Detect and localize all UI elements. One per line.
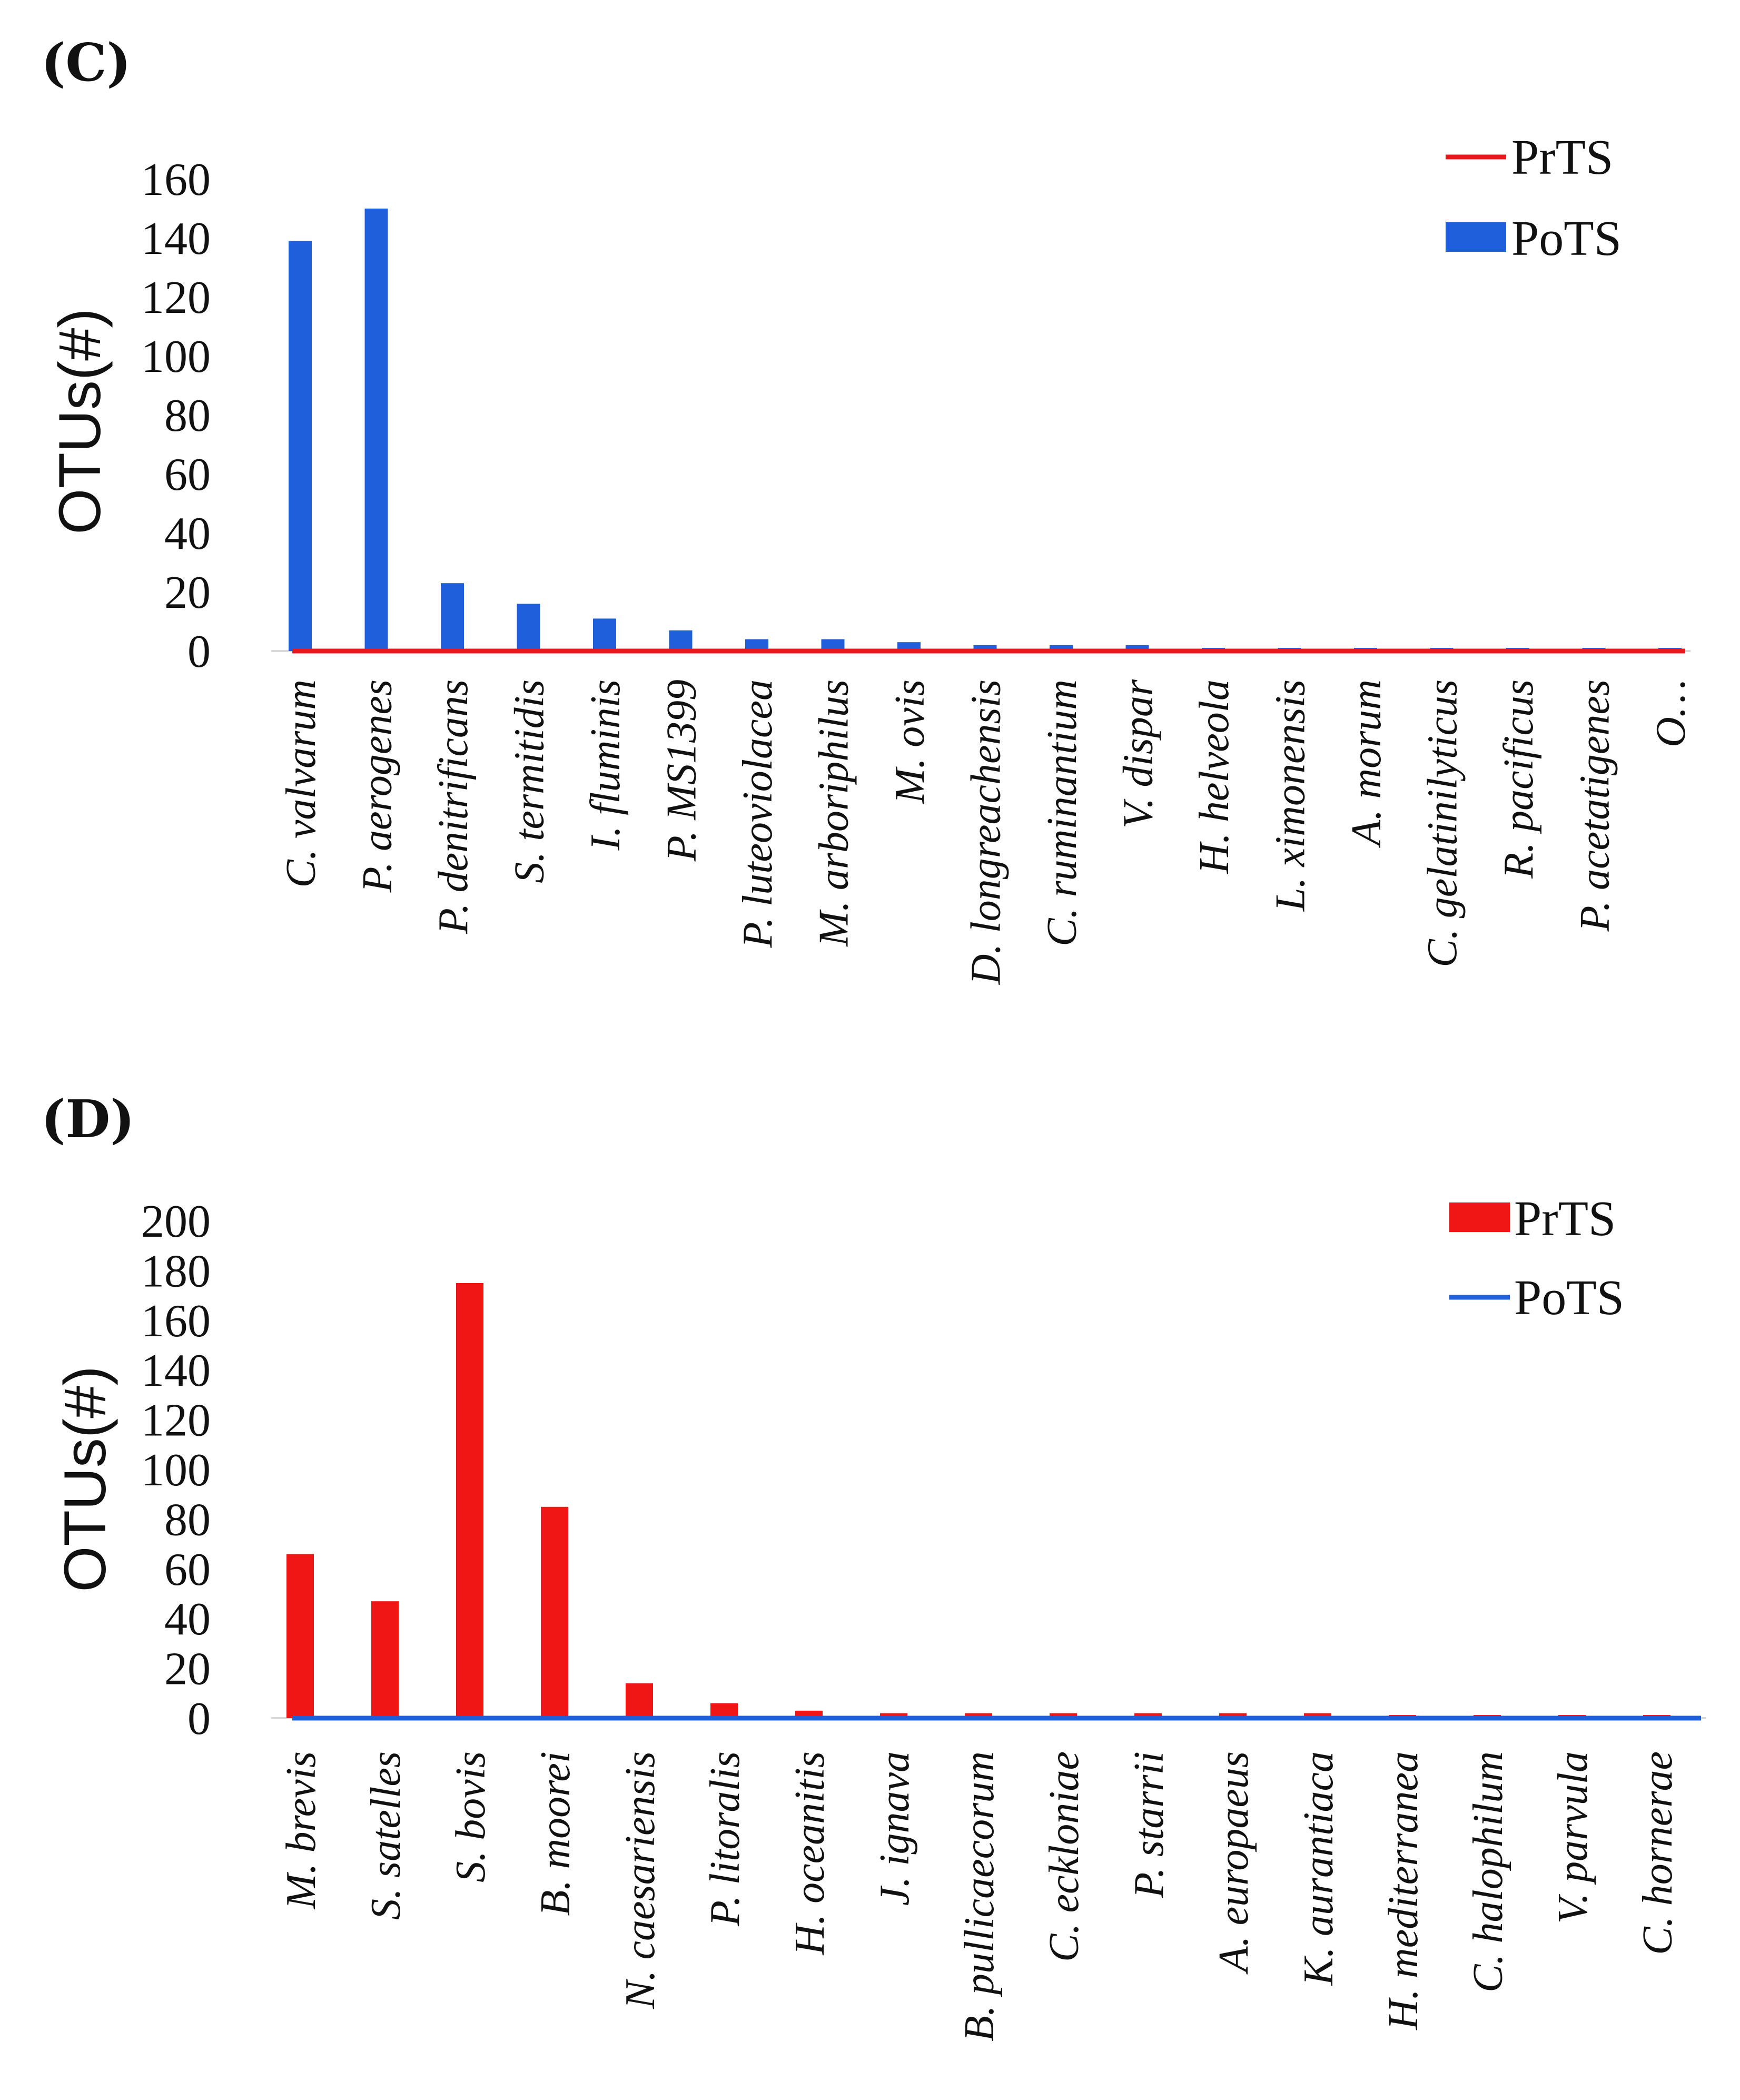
chart-0-category-label: S. termitidis xyxy=(507,679,553,883)
chart-1-bar-prts xyxy=(286,1554,314,1718)
chart-0-bar-pots xyxy=(1050,645,1073,651)
chart-0-category-label: M. arboriphilus xyxy=(811,679,857,947)
chart-0-ylabel: OTUs(#) xyxy=(47,308,113,534)
chart-1-bar-prts xyxy=(965,1713,992,1718)
chart-1-category-label: C. hornerae xyxy=(1635,1751,1681,1955)
chart-1-category-label: K. aurantiaca xyxy=(1296,1751,1342,1986)
chart-0-category-label: A. morum xyxy=(1343,679,1390,849)
chart-1-category-label: C. eckloniae xyxy=(1041,1751,1087,1962)
chart-1-category-label: N. caesariensis xyxy=(617,1751,664,2009)
chart-1-bar-prts xyxy=(626,1683,653,1718)
chart-1-bar-prts xyxy=(710,1703,738,1718)
chart-0-category-label: P. aerogenes xyxy=(354,679,401,893)
chart-0-category-label: C. valvarum xyxy=(278,679,324,888)
chart-1-bar-prts xyxy=(371,1601,399,1718)
chart-0-category-label: P. acetatigenes xyxy=(1572,679,1618,932)
chart-1-ytick-label: 0 xyxy=(187,1693,211,1744)
chart-0-category-label: D. longreachensis xyxy=(963,679,1010,985)
chart-0-ytick-label: 0 xyxy=(187,626,211,677)
chart-1-legend-label-prts: PrTS xyxy=(1514,1191,1616,1246)
chart-0-ytick-label: 160 xyxy=(141,154,211,205)
chart-1-legend-label-pots: PoTS xyxy=(1514,1270,1624,1325)
chart-0-bar-pots xyxy=(441,583,464,651)
chart-1-ytick-label: 180 xyxy=(141,1246,211,1297)
chart-0-ytick-label: 80 xyxy=(164,390,211,441)
chart-1-category-label: A. europaeus xyxy=(1211,1751,1257,1975)
chart-1-ytick-label: 40 xyxy=(164,1594,211,1645)
chart-1-category-label: S. satelles xyxy=(363,1751,409,1920)
chart-0-category-label: M. ovis xyxy=(887,679,933,804)
chart-1-bar-prts xyxy=(1134,1713,1162,1718)
chart-0-legend-swatch-pots xyxy=(1446,222,1506,252)
chart-0-category-label: C. ruminantium xyxy=(1039,679,1085,947)
chart-0-bar-pots xyxy=(364,209,388,651)
chart-0-legend-label-pots: PoTS xyxy=(1511,211,1622,266)
chart-0-ytick-label: 140 xyxy=(141,213,211,264)
chart-0-category-label: O… xyxy=(1648,679,1694,747)
chart-1-category-label: B. pullicaecorum xyxy=(956,1751,1003,2042)
chart-0-ytick-label: 20 xyxy=(164,567,211,618)
panel-label-d: (D) xyxy=(41,1089,135,1150)
chart-0-category-label: I. fluminis xyxy=(582,679,629,851)
chart-0-bar-pots xyxy=(517,604,540,651)
chart-1-bar-prts xyxy=(1219,1713,1247,1718)
chart-0-bar-pots xyxy=(821,639,845,651)
chart-1-ylabel: OTUs(#) xyxy=(52,1366,118,1592)
chart-0-category-label: P. denitrificans xyxy=(430,679,477,934)
chart-0-category-label: V. dispar xyxy=(1115,679,1162,829)
chart-1-bar-prts xyxy=(880,1713,907,1718)
chart-0-ytick-label: 100 xyxy=(141,331,211,382)
chart-0-bar-pots xyxy=(669,630,693,651)
chart-1-category-label: P. starrii xyxy=(1126,1751,1172,1899)
chart-1-legend-swatch-prts xyxy=(1449,1202,1510,1232)
chart-1-ytick-label: 60 xyxy=(164,1544,211,1595)
chart-1-category-label: V. parvula xyxy=(1550,1751,1596,1924)
chart-0-ytick-label: 40 xyxy=(164,508,211,559)
chart-0-bar-pots xyxy=(745,639,768,651)
chart-0-category-label: R. pacificus xyxy=(1496,679,1542,879)
chart-0-category-label: P. MS1399 xyxy=(659,679,705,862)
chart-1-bar-prts xyxy=(456,1283,483,1718)
chart-1-category-label: P. litoralis xyxy=(702,1751,748,1927)
chart-0-bar-pots xyxy=(973,645,997,651)
chart-1-ytick-label: 200 xyxy=(141,1196,211,1247)
chart-0-category-label: P. luteoviolacea xyxy=(735,679,781,949)
chart-0-bar-pots xyxy=(593,618,616,651)
chart-0-legend-label-prts: PrTS xyxy=(1511,130,1613,185)
chart-0-bar-pots xyxy=(289,241,312,652)
panel-label-c: (C) xyxy=(41,33,131,93)
chart-1-bar-prts xyxy=(541,1506,568,1718)
chart-1-bar-prts xyxy=(1050,1713,1077,1718)
chart-0-category-label: L. ximonensis xyxy=(1268,679,1314,912)
chart-0-ytick-label: 120 xyxy=(141,272,211,323)
chart-1-category-label: C. halophilum xyxy=(1465,1751,1511,1993)
chart-1-ytick-label: 20 xyxy=(164,1644,211,1695)
chart-1-ytick-label: 100 xyxy=(141,1445,211,1496)
chart-1-category-label: B. moorei xyxy=(532,1751,579,1916)
chart-1-category-label: H. mediterranea xyxy=(1380,1751,1427,2030)
chart-0-category-label: H. helveola xyxy=(1191,679,1238,874)
chart-1-ytick-label: 160 xyxy=(141,1296,211,1347)
chart-1-ytick-label: 140 xyxy=(141,1345,211,1396)
chart-0-ytick-label: 60 xyxy=(164,449,211,500)
chart-1-category-label: J. ignava xyxy=(872,1751,918,1906)
chart-0-category-label: C. gelatinilyticus xyxy=(1420,679,1466,968)
chart-1-bar-prts xyxy=(1304,1713,1331,1718)
chart-1-ytick-label: 120 xyxy=(141,1395,211,1446)
chart-0-bar-pots xyxy=(1125,645,1149,651)
chart-1-ytick-label: 80 xyxy=(164,1494,211,1545)
chart-1-category-label: H. oceanitis xyxy=(787,1751,833,1956)
chart-1-category-label: M. brevis xyxy=(278,1751,324,1909)
chart-1-category-label: S. bovis xyxy=(448,1751,494,1882)
